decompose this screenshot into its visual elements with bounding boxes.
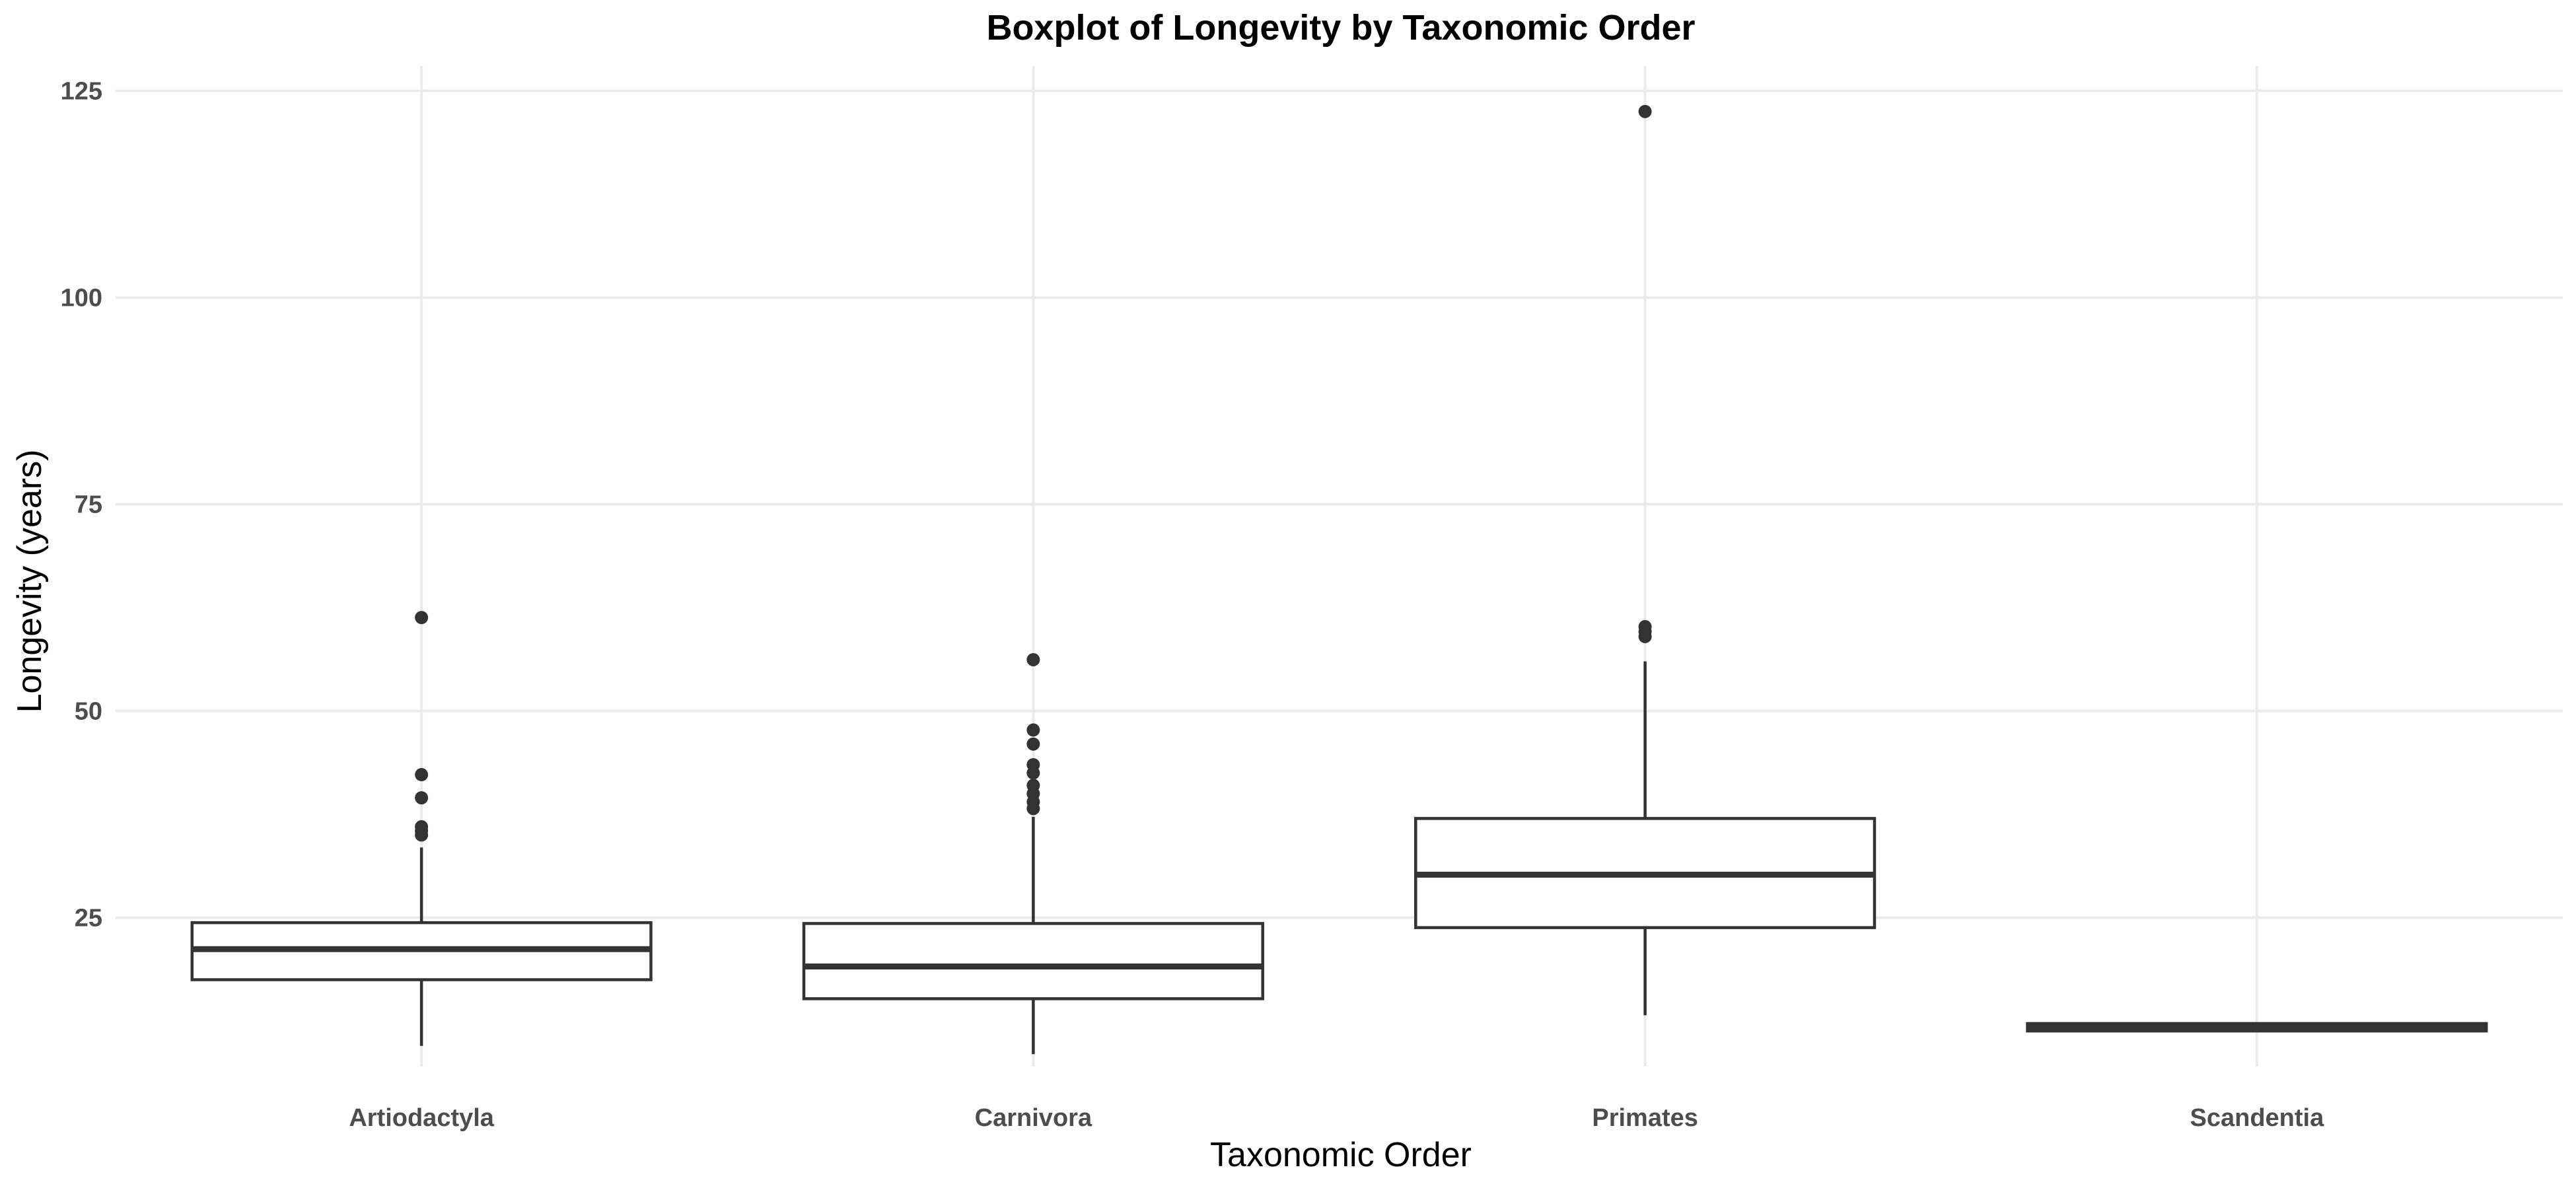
box-group: [2026, 1022, 2488, 1033]
y-tick-label: 50: [75, 698, 102, 726]
box-group: [1414, 104, 1877, 1016]
box-group: [802, 652, 1264, 1055]
outlier-point: [1026, 737, 1040, 751]
x-tick-label: Artiodactyla: [349, 1104, 494, 1132]
tick-layer: 25 50 75 100 125 Artiodactyla Carnivora Primate…: [61, 78, 2325, 1132]
outlier-point: [1026, 652, 1040, 666]
outlier-point: [415, 768, 429, 782]
outlier-point: [1638, 104, 1652, 118]
outlier-point: [415, 820, 429, 833]
y-axis-title: Longevity (years): [11, 450, 49, 713]
outlier-point: [415, 791, 429, 805]
y-tick-label: 25: [75, 905, 102, 932]
x-tick-label: Scandentia: [2190, 1104, 2325, 1132]
y-tick-label: 125: [61, 78, 102, 106]
outlier-point: [415, 611, 429, 625]
y-tick-label: 100: [61, 285, 102, 312]
chart-title: Boxplot of Longevity by Taxonomic Order: [986, 8, 1695, 48]
outlier-point: [1026, 779, 1040, 792]
x-axis-title: Taxonomic Order: [1210, 1136, 1472, 1174]
iqr-box: [802, 922, 1264, 1000]
grid-layer: [116, 66, 2563, 1067]
outlier-point: [1026, 757, 1040, 771]
y-tick-label: 75: [75, 491, 102, 519]
outlier-point: [1638, 619, 1652, 633]
box-group: [190, 611, 653, 1046]
x-tick-label: Primates: [1592, 1104, 1698, 1132]
outlier-point: [1026, 723, 1040, 737]
box-layer: [190, 104, 2488, 1055]
x-tick-label: Carnivora: [975, 1104, 1092, 1132]
